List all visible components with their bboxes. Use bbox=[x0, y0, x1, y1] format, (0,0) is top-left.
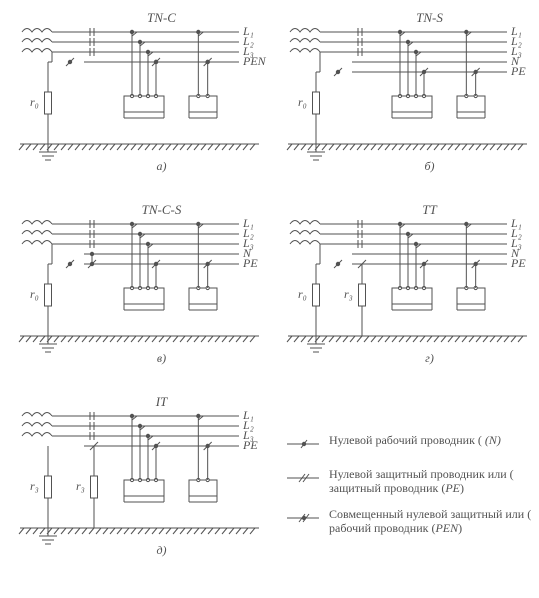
scheme-title: TT bbox=[422, 202, 437, 217]
scheme-caption: д) bbox=[156, 543, 166, 557]
legend-text-2: рабочий проводник (PEN) bbox=[329, 521, 462, 535]
scheme-caption: г) bbox=[425, 351, 434, 365]
bus-label-pen: PEN bbox=[242, 54, 267, 68]
scheme-title: TN-C bbox=[147, 10, 176, 25]
r-label-left: r₃ bbox=[30, 479, 39, 493]
legend-text: Нулевой рабочий проводник ( (N) bbox=[329, 433, 501, 447]
scheme-caption: а) bbox=[157, 159, 167, 173]
bus-label-pe: PE bbox=[510, 64, 526, 78]
bus-label-pe: PE bbox=[242, 256, 258, 270]
r-label-left: r₀ bbox=[30, 287, 39, 301]
r-label-left: r₀ bbox=[298, 95, 307, 109]
figure: TN-CL₁L₂L₃PENr₀а)TN-SL₁L₂L₃NPEr₀б)TN-C-S… bbox=[0, 0, 539, 598]
legend-text-2: защитный проводник (PE) bbox=[329, 481, 464, 495]
bus-label-pe: PE bbox=[510, 256, 526, 270]
bus-label-pe: PE bbox=[242, 438, 258, 452]
r-label-right: r₃ bbox=[344, 287, 353, 301]
scheme-caption: в) bbox=[157, 351, 166, 365]
legend-text: Совмещенный нулевой защитный или ( bbox=[329, 507, 531, 521]
scheme-title: TN-S bbox=[416, 10, 443, 25]
r-label-left: r₀ bbox=[298, 287, 307, 301]
r-label-right: r₃ bbox=[76, 479, 85, 493]
scheme-caption: б) bbox=[424, 159, 434, 173]
scheme-title: IT bbox=[155, 394, 168, 409]
legend-text: Нулевой защитный проводник или ( bbox=[329, 467, 514, 481]
r-label-left: r₀ bbox=[30, 95, 39, 109]
scheme-title: TN-C-S bbox=[142, 202, 182, 217]
